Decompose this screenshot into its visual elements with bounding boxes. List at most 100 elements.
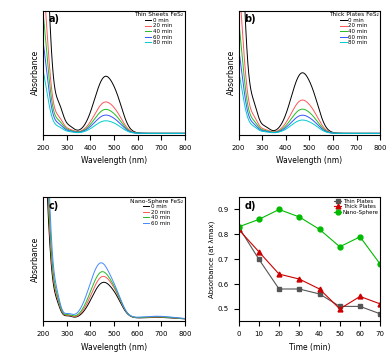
Line: 60 min: 60 min [43, 42, 185, 133]
Y-axis label: Absorbance: Absorbance [227, 50, 236, 95]
40 min [66, 312, 71, 317]
40 min [147, 315, 152, 319]
40 min [147, 131, 152, 135]
20 min [343, 131, 348, 136]
80 min [124, 129, 129, 133]
40 min [66, 127, 71, 132]
Line: 60 min: 60 min [43, 0, 185, 318]
Text: a): a) [49, 14, 60, 24]
Line: 20 min: 20 min [43, 74, 185, 319]
Line: 0 min: 0 min [43, 108, 185, 319]
20 min [124, 125, 129, 129]
20 min [331, 131, 336, 135]
Thick Plates [338, 307, 342, 311]
20 min [66, 126, 71, 131]
40 min [105, 107, 109, 112]
40 min [273, 130, 278, 134]
Thick Plates [256, 250, 261, 254]
20 min [320, 123, 325, 127]
20 min [77, 129, 82, 134]
40 min [135, 131, 140, 135]
80 min [182, 131, 187, 135]
0 min [135, 131, 140, 135]
20 min [66, 313, 71, 317]
Text: c): c) [49, 201, 59, 211]
80 min [66, 129, 71, 134]
80 min [105, 119, 109, 123]
80 min [300, 118, 305, 122]
X-axis label: Wavelength (nm): Wavelength (nm) [81, 343, 147, 352]
Line: 40 min: 40 min [239, 21, 380, 134]
60 min [105, 267, 109, 271]
Text: d): d) [244, 201, 256, 211]
20 min [124, 310, 129, 314]
Y-axis label: Absorbance (at λmax): Absorbance (at λmax) [208, 221, 215, 298]
Line: 0 min: 0 min [239, 0, 380, 134]
20 min [261, 127, 266, 131]
Legend: 0 min, 20 min, 40 min, 60 min, 80 min: 0 min, 20 min, 40 min, 60 min, 80 min [133, 12, 184, 46]
60 min [124, 310, 129, 314]
80 min [236, 69, 241, 74]
40 min [300, 107, 305, 111]
80 min [378, 131, 383, 136]
40 min [77, 311, 82, 315]
Nano-Sphere [317, 227, 322, 231]
X-axis label: Wavelength (nm): Wavelength (nm) [81, 156, 147, 165]
Y-axis label: Absorbance: Absorbance [31, 237, 40, 282]
80 min [41, 69, 45, 73]
Line: 60 min: 60 min [239, 49, 380, 134]
Thin Plates [317, 292, 322, 296]
Thick Plates [277, 272, 281, 276]
60 min [320, 127, 325, 131]
Line: 20 min: 20 min [43, 0, 185, 133]
Legend: 0 min, 20 min, 40 min, 60 min, 80 min: 0 min, 20 min, 40 min, 60 min, 80 min [328, 12, 379, 46]
40 min [135, 315, 140, 320]
Thick Plates [358, 294, 362, 298]
Legend: Thin Plates, Thick Plates, Nano-Sphere: Thin Plates, Thick Plates, Nano-Sphere [334, 198, 379, 215]
Thick Plates [297, 277, 302, 281]
60 min [135, 315, 140, 320]
Nano-Sphere [256, 217, 261, 222]
Nano-Sphere [358, 235, 362, 239]
40 min [343, 131, 348, 136]
Nano-Sphere [378, 262, 383, 266]
80 min [147, 131, 152, 135]
0 min [378, 131, 383, 136]
40 min [182, 317, 187, 321]
Line: Thick Plates: Thick Plates [236, 227, 383, 311]
60 min [77, 130, 82, 134]
40 min [236, 19, 241, 23]
0 min [320, 116, 325, 121]
Nano-Sphere [297, 215, 302, 219]
80 min [135, 131, 140, 135]
20 min [105, 100, 109, 104]
0 min [105, 74, 109, 79]
20 min [77, 312, 82, 316]
0 min [343, 131, 348, 135]
0 min [41, 106, 45, 110]
Nano-Sphere [277, 207, 281, 212]
0 min [147, 315, 152, 320]
Thin Plates [378, 312, 383, 316]
60 min [261, 129, 266, 133]
Nano-Sphere [236, 225, 241, 229]
40 min [77, 130, 82, 134]
Line: 0 min: 0 min [43, 0, 185, 133]
20 min [182, 317, 187, 321]
Thick Plates [236, 227, 241, 231]
40 min [182, 131, 187, 135]
20 min [147, 131, 152, 135]
60 min [105, 113, 109, 117]
20 min [378, 131, 383, 136]
0 min [182, 317, 187, 321]
20 min [182, 131, 187, 135]
40 min [320, 125, 325, 130]
0 min [77, 127, 82, 132]
40 min [331, 131, 336, 135]
60 min [135, 131, 140, 135]
X-axis label: Wavelength (nm): Wavelength (nm) [276, 156, 343, 165]
20 min [300, 98, 305, 102]
60 min [300, 113, 305, 117]
80 min [343, 131, 348, 136]
20 min [41, 72, 45, 76]
